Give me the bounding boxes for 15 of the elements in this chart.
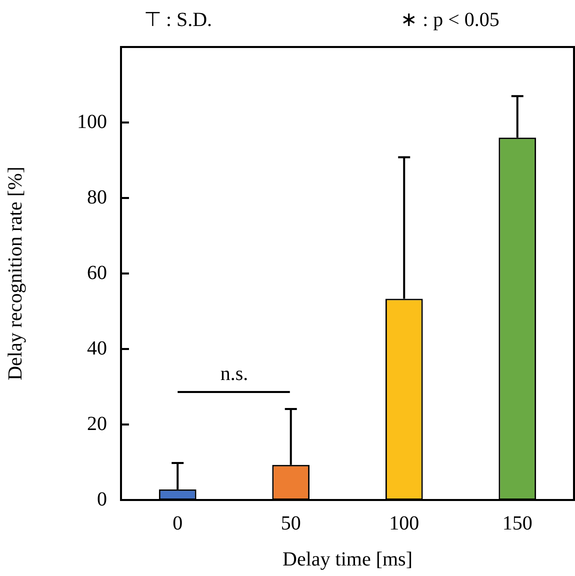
y-tick-label: 40 [87, 337, 107, 360]
y-axis-title: Delay recognition rate [%] [4, 166, 26, 380]
y-tick-label: 100 [77, 110, 107, 133]
y-tick-label: 80 [87, 186, 107, 208]
y-tick-label: 60 [87, 262, 107, 284]
text: ∗ : p < 0.05 [400, 9, 500, 31]
x-tick-label: 0 [172, 512, 183, 534]
x-tick-label: 50 [280, 512, 301, 534]
annotation: n.s. [220, 363, 248, 386]
x-axis-title: Delay time [ms] [282, 548, 412, 570]
x-tick-label: 150 [502, 512, 532, 534]
y-tick-label: 20 [87, 412, 107, 435]
y-tick-label: 0 [97, 488, 107, 510]
text: ⊤ : S.D. [144, 9, 212, 31]
x-tick-label: 100 [389, 512, 420, 534]
